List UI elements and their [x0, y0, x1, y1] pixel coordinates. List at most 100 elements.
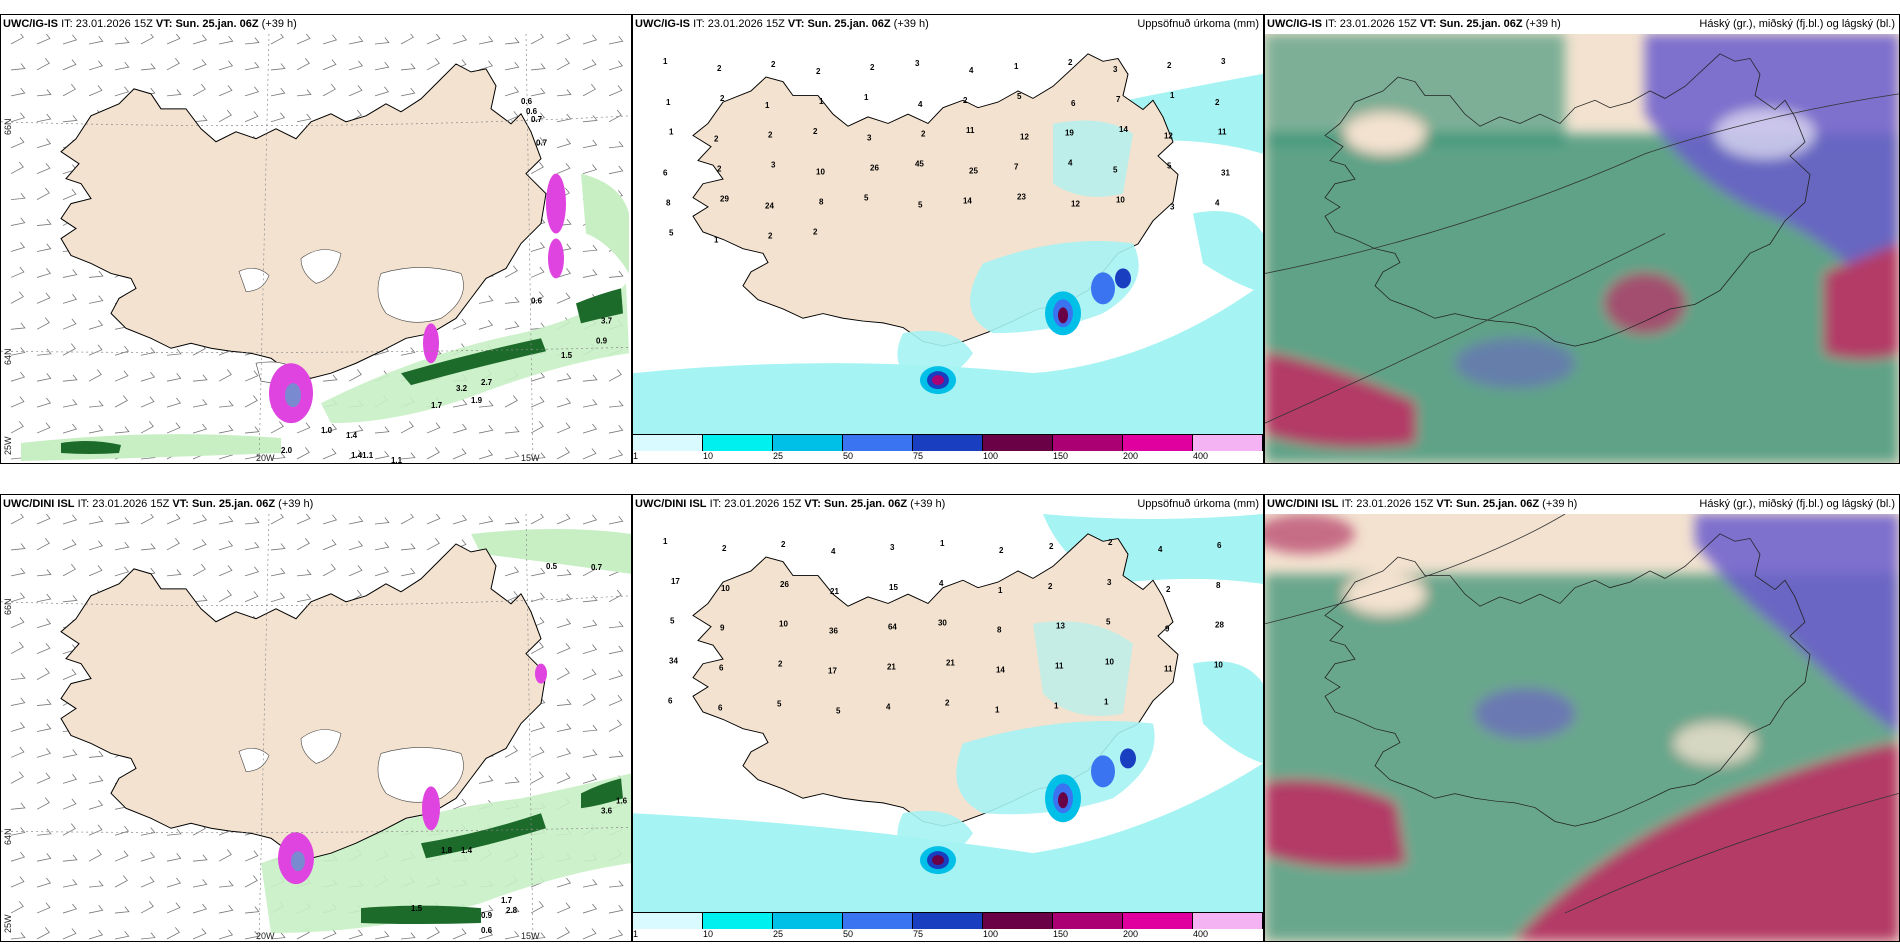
map-value-label: 11	[1055, 662, 1064, 671]
map-value-label: 4	[939, 579, 944, 588]
wind-barb	[140, 347, 156, 356]
wind-barb	[504, 265, 518, 278]
map-value-label: 17	[828, 667, 837, 676]
wind-barb	[244, 86, 260, 97]
map-value-label: 6	[668, 697, 673, 706]
wind-barb	[114, 930, 130, 940]
map-value-label: 4	[831, 547, 836, 556]
wind-barb	[374, 930, 390, 940]
wind-barb	[582, 374, 598, 382]
wind-barb	[582, 693, 596, 706]
map-value-label: 0.7	[591, 563, 603, 572]
wind-barb	[62, 269, 78, 278]
map-value-label: 0.9	[481, 911, 493, 920]
wind-barb	[62, 374, 78, 382]
legend-tick: 75	[912, 929, 923, 939]
map-value-label: 4	[886, 703, 891, 712]
wind-barb	[10, 567, 26, 577]
map-value-label: 5	[777, 700, 782, 709]
wind-barb	[582, 903, 598, 914]
map-value-label: 10	[1105, 658, 1114, 667]
wind-barb	[192, 903, 208, 914]
wind-barb	[270, 543, 286, 551]
wind-barb	[62, 854, 78, 862]
wind-barb	[608, 929, 624, 940]
wind-barb	[322, 514, 338, 525]
map-value-label: 14	[1119, 125, 1128, 134]
map-value-label: 1	[1014, 62, 1019, 71]
legend-swatch	[703, 913, 773, 929]
map-value-label: 30	[938, 619, 947, 628]
wind-barb	[244, 61, 260, 71]
wind-barb	[166, 514, 181, 525]
wind-barb	[36, 772, 51, 784]
wind-barb	[166, 537, 180, 551]
wind-barb	[62, 903, 78, 914]
wind-barb	[582, 619, 598, 629]
wind-barb	[36, 618, 52, 629]
wind-barb	[62, 83, 76, 97]
map-value-label: 1.41.1	[351, 451, 374, 460]
panel-title: UWC/DINI ISL IT: 23.01.2026 15Z VT: Sun.…	[633, 495, 1263, 514]
wind-barb	[322, 374, 338, 382]
wind-barb	[140, 371, 156, 382]
wind-barb	[88, 929, 104, 940]
wind-barb	[608, 369, 622, 382]
wind-barb	[400, 514, 414, 525]
wind-barb	[400, 347, 416, 356]
map-value-label: 21	[887, 663, 896, 672]
map-value-label: 1.4	[461, 846, 473, 855]
wind-barb	[582, 269, 598, 278]
wind-barb	[374, 541, 390, 551]
wind-barb	[556, 447, 570, 460]
wind-barb	[62, 188, 77, 200]
panel-title: UWC/DINI ISL IT: 23.01.2026 15Z VT: Sun.…	[1, 495, 631, 514]
wind-barb	[36, 723, 52, 732]
map-value-label: 4	[918, 100, 923, 109]
wind-barb	[608, 400, 624, 408]
wind-barb	[582, 774, 598, 784]
legend-tick: 50	[843, 451, 854, 461]
wind-barb	[10, 421, 24, 434]
wind-barb	[608, 645, 624, 655]
wind-barb	[478, 929, 494, 940]
wind-barb	[10, 592, 26, 603]
legend-tick: 50	[843, 929, 854, 939]
map-value-label: 2	[816, 67, 821, 76]
wind-barb	[452, 423, 468, 434]
wind-barb	[36, 34, 51, 45]
wind-barb	[400, 87, 416, 97]
wind-barb	[504, 296, 520, 304]
wind-barb	[478, 515, 494, 525]
wind-barb	[10, 112, 26, 123]
map-value-label: 8	[1216, 581, 1221, 590]
legend-swatch	[633, 435, 703, 451]
precip-legend: 1 10 25 50 75 100 150 200 400	[633, 912, 1263, 941]
wind-barb	[244, 591, 259, 603]
map-value-label: 5	[669, 229, 674, 238]
map-value-label: 1	[940, 539, 945, 548]
wind-barb	[556, 569, 572, 577]
map-value-label: 9	[720, 624, 725, 633]
wind-barb	[218, 515, 234, 525]
map-value-label: 3	[1221, 57, 1226, 66]
wind-barb	[166, 927, 180, 940]
map-value-label: 11	[1164, 665, 1173, 674]
wind-barb	[582, 514, 598, 525]
wind-barb	[374, 426, 390, 434]
wind-barb	[36, 569, 52, 577]
wind-barb	[88, 85, 103, 97]
lon-label-20w: 20W	[256, 931, 275, 941]
map-value-label: 3	[867, 134, 872, 143]
legend-tick: 1	[633, 929, 639, 939]
wind-barb	[270, 112, 286, 123]
wind-barb	[166, 373, 182, 382]
wind-barb	[192, 854, 208, 862]
map-value-label: 2	[781, 540, 786, 549]
wind-barb	[88, 515, 104, 525]
map-value-label: 1.4	[346, 431, 358, 440]
wind-barb	[114, 345, 130, 356]
wind-barb	[608, 449, 624, 460]
wind-barb	[296, 113, 312, 123]
map-value-label: 2	[768, 131, 773, 140]
